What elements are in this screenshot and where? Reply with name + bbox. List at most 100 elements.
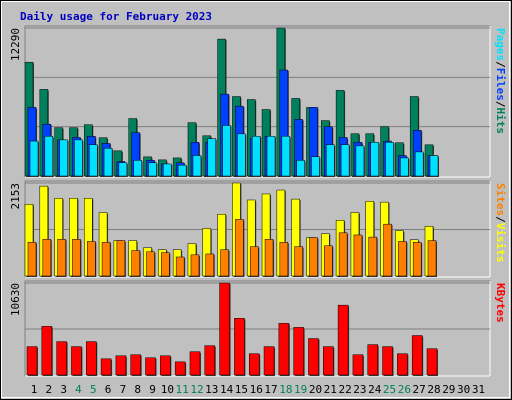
bar: [235, 219, 244, 277]
bar: [294, 246, 303, 277]
x-tick-label: 11: [176, 383, 189, 396]
bar: [309, 237, 318, 277]
bar: [266, 136, 276, 177]
x-tick-label: 18: [279, 383, 292, 396]
x-tick-label: 31: [472, 383, 485, 396]
bar: [26, 346, 38, 376]
bar: [352, 354, 364, 376]
bar: [42, 239, 52, 277]
x-tick-label: 21: [324, 383, 337, 396]
x-tick-label: 13: [205, 383, 218, 396]
bar: [264, 239, 274, 277]
x-tick-label: 16: [250, 383, 263, 396]
bar: [101, 242, 111, 277]
legend-entry: Hits: [494, 108, 507, 135]
bar: [87, 241, 96, 277]
x-tick-label: 25: [383, 383, 396, 396]
x-tick-label: 22: [338, 383, 351, 396]
x-tick-label: 30: [457, 383, 470, 396]
bar: [174, 361, 186, 376]
x-tick-label: 14: [220, 383, 234, 396]
bar: [177, 164, 187, 177]
legend-separator: /: [494, 216, 507, 223]
bar: [337, 304, 349, 376]
bar: [237, 133, 246, 177]
legend-entry: Visits: [494, 223, 507, 263]
bar: [190, 254, 200, 277]
x-tick-label: 12: [190, 383, 203, 396]
chart-title: Daily usage for February 2023: [20, 10, 212, 23]
x-tick-label: 19: [294, 383, 307, 396]
bar: [382, 346, 393, 376]
bar: [398, 241, 407, 277]
bar: [324, 245, 333, 277]
bar: [368, 236, 377, 277]
x-tick-label: 20: [309, 383, 322, 396]
bar: [400, 157, 409, 177]
bar: [367, 344, 378, 376]
bar: [278, 323, 290, 376]
bar: [89, 144, 98, 177]
x-tick-label: 7: [120, 383, 127, 396]
bar: [234, 318, 245, 376]
y-tick-label: 2153: [9, 183, 22, 210]
bar: [192, 155, 202, 177]
y-tick-label: 10630: [9, 283, 22, 316]
bar: [220, 249, 229, 277]
bar: [130, 354, 141, 376]
bar: [145, 357, 156, 376]
bar: [370, 142, 379, 177]
bar: [103, 148, 113, 177]
x-tick-label: 28: [427, 383, 440, 396]
bar: [72, 239, 81, 277]
bar: [427, 240, 437, 277]
bar: [248, 353, 260, 376]
bar: [41, 326, 53, 376]
bar: [249, 246, 259, 277]
x-tick-label: 6: [105, 383, 112, 396]
x-tick-label: 2: [46, 383, 53, 396]
legend-separator: /: [494, 61, 507, 68]
bar: [385, 142, 394, 177]
bar: [293, 327, 304, 376]
bar: [397, 353, 408, 376]
bar: [100, 358, 112, 376]
bar: [44, 136, 54, 177]
x-tick-label: 10: [161, 383, 174, 396]
legend-entry: Pages: [494, 28, 507, 61]
bar: [279, 242, 289, 277]
bar: [353, 234, 363, 277]
bar: [219, 282, 230, 376]
bar: [133, 160, 142, 177]
bar: [411, 335, 423, 376]
x-tick-label: 23: [353, 383, 366, 396]
bar: [86, 341, 97, 376]
bar: [338, 232, 348, 277]
bar: [29, 140, 39, 177]
bar: [116, 240, 126, 277]
bar: [71, 346, 82, 376]
bar: [204, 345, 216, 376]
bar: [426, 348, 438, 376]
bar: [74, 139, 83, 177]
bar: [263, 346, 275, 376]
bar: [251, 136, 261, 177]
legend-entry: KBytes: [494, 283, 507, 323]
bar: [412, 242, 422, 277]
x-tick-label: 8: [134, 383, 141, 396]
x-tick-label: 26: [398, 383, 411, 396]
legend-entry: Files: [494, 68, 507, 101]
bar: [175, 256, 185, 277]
bar: [323, 346, 334, 376]
bar: [131, 250, 140, 277]
bar: [281, 136, 291, 177]
legend-separator: /: [494, 101, 507, 108]
x-tick-label: 3: [60, 383, 67, 396]
legend: Sites/Visits: [494, 183, 507, 263]
x-tick-label: 29: [442, 383, 455, 396]
bar: [161, 252, 170, 277]
legend: KBytes: [494, 283, 507, 323]
legend-entry: Sites: [494, 183, 507, 216]
